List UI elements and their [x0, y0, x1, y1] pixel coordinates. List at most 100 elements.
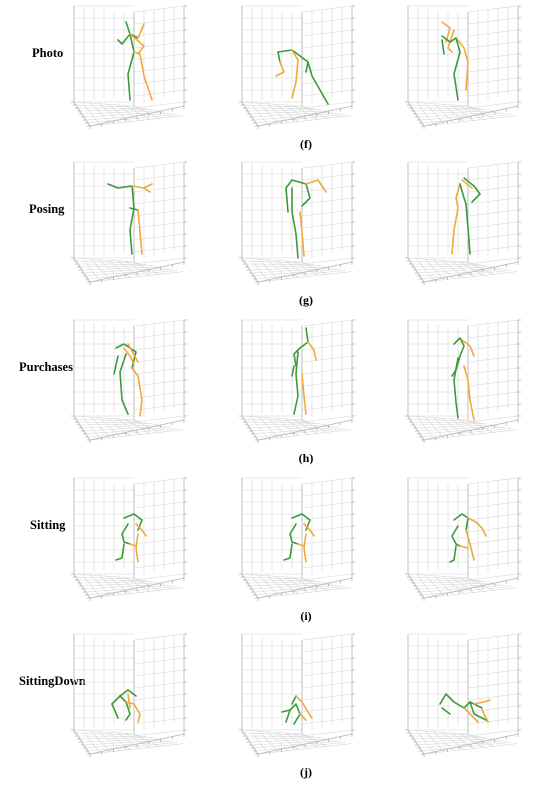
3d-grid-box [71, 477, 187, 601]
pose-panel [236, 158, 358, 286]
right-limb [441, 21, 451, 43]
right-limb [463, 365, 475, 421]
right-limb [291, 49, 299, 99]
right-limb [473, 699, 491, 705]
pose-panel [402, 474, 524, 602]
pose-panel [236, 474, 358, 602]
right-limb [461, 339, 475, 357]
left-limb [439, 693, 483, 709]
right-limb [123, 347, 135, 365]
right-limb [305, 179, 327, 193]
left-limb [453, 357, 459, 419]
left-limb [449, 545, 457, 563]
skeleton-pose [115, 513, 147, 563]
pose-panel [402, 2, 524, 130]
right-limb [307, 341, 317, 361]
row-label: Posing [29, 202, 65, 216]
skeleton-pose [275, 49, 329, 105]
left-limb [107, 183, 133, 189]
pose-panel [236, 2, 358, 130]
right-limb [465, 529, 475, 561]
left-limb [283, 543, 293, 561]
pose-panel [402, 630, 524, 758]
pose-panel [68, 474, 190, 602]
pose-panel [402, 158, 524, 286]
right-limb [301, 373, 307, 415]
skeleton-pose [107, 183, 153, 255]
left-limb [453, 37, 461, 101]
skeleton-pose [281, 695, 313, 725]
right-limb [447, 29, 455, 53]
3d-grid-box [405, 319, 521, 443]
row-label: Sitting [30, 518, 66, 532]
3d-grid-box [239, 477, 355, 601]
skeleton-pose [449, 513, 487, 563]
left-limb [115, 543, 125, 561]
left-limb [121, 523, 131, 545]
left-limb [129, 207, 139, 211]
3d-grid-box [239, 161, 355, 285]
left-limb [277, 51, 281, 63]
skeleton-pose [117, 21, 153, 101]
left-limb [291, 695, 297, 705]
3d-grid-box [71, 5, 187, 129]
left-limb [307, 61, 329, 105]
right-limb [467, 517, 487, 537]
3d-grid-box [405, 477, 521, 601]
left-limb [441, 35, 457, 43]
pose-panel [68, 158, 190, 286]
left-limb [111, 695, 131, 721]
left-limb [469, 701, 487, 721]
right-limb [299, 211, 305, 257]
right-limb [135, 523, 147, 537]
skeleton-pose [439, 693, 491, 723]
right-limb [461, 179, 473, 189]
3d-grid-box [239, 319, 355, 443]
left-limb [117, 21, 131, 45]
skeleton-pose [451, 177, 481, 255]
right-limb [137, 209, 143, 255]
right-limb [131, 183, 153, 189]
row-caption: (f) [300, 137, 312, 151]
3d-grid-box [239, 5, 355, 129]
3d-grid-box [405, 633, 521, 757]
right-limb [129, 33, 145, 55]
right-limb [457, 39, 469, 91]
right-limb [143, 187, 151, 193]
right-limb [129, 543, 137, 547]
left-limb [291, 365, 295, 377]
row-caption: (j) [300, 765, 312, 779]
row-label: Purchases [19, 360, 73, 374]
right-limb [295, 695, 313, 719]
row-label: SittingDown [19, 674, 86, 688]
skeleton-pose [291, 327, 317, 415]
right-limb [451, 183, 461, 255]
left-limb [119, 353, 129, 415]
left-limb [277, 49, 309, 73]
pose-panel [236, 316, 358, 444]
3d-grid-box [239, 633, 355, 757]
left-limb [291, 187, 299, 259]
left-limb [127, 33, 135, 101]
pose-panel [68, 630, 190, 758]
left-limb [293, 327, 309, 367]
right-limb [127, 343, 139, 363]
3d-grid-box [71, 633, 187, 757]
3d-grid-box [71, 161, 187, 285]
left-limb [111, 703, 119, 719]
row-caption: (g) [299, 293, 313, 307]
3d-grid-box [405, 5, 521, 129]
right-limb [459, 545, 469, 549]
left-limb [113, 355, 119, 375]
skeleton-pose [441, 21, 469, 101]
pose-panel [236, 630, 358, 758]
right-limb [131, 367, 143, 417]
skeleton-pose [113, 343, 143, 417]
3d-grid-box [71, 319, 187, 443]
right-limb [127, 693, 131, 709]
left-limb [281, 703, 301, 725]
left-limb [451, 525, 461, 547]
right-limb [303, 533, 307, 563]
left-limb [123, 513, 143, 531]
